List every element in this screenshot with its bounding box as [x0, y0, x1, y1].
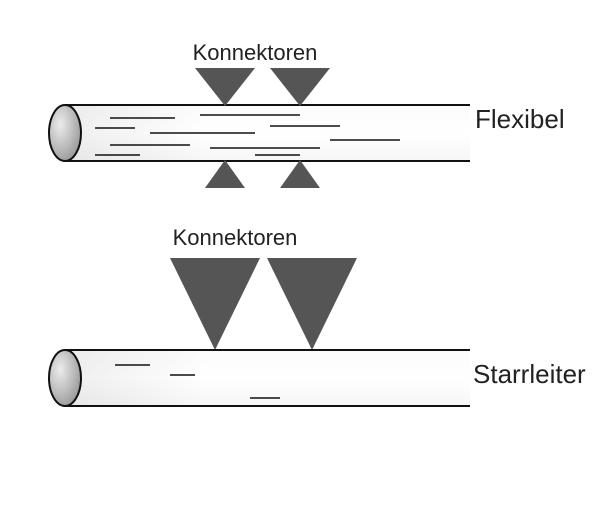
flexible-label: Flexibel: [475, 104, 565, 134]
top-connector-up-1: [270, 68, 330, 106]
top-connector-down-1: [280, 160, 320, 188]
bottom-title: Konnektoren: [173, 225, 298, 250]
flexible-tube: [49, 105, 470, 161]
top-connector-up-0: [195, 68, 255, 106]
tube-body-shade: [65, 105, 470, 161]
tube-cap: [49, 350, 81, 406]
top-title: Konnektoren: [193, 40, 318, 65]
top-connector-down-0: [205, 160, 245, 188]
solid-label: Starrleiter: [473, 359, 586, 389]
tube-cap: [49, 105, 81, 161]
bottom-connector-1: [267, 258, 357, 350]
bottom-connector-0: [170, 258, 260, 350]
